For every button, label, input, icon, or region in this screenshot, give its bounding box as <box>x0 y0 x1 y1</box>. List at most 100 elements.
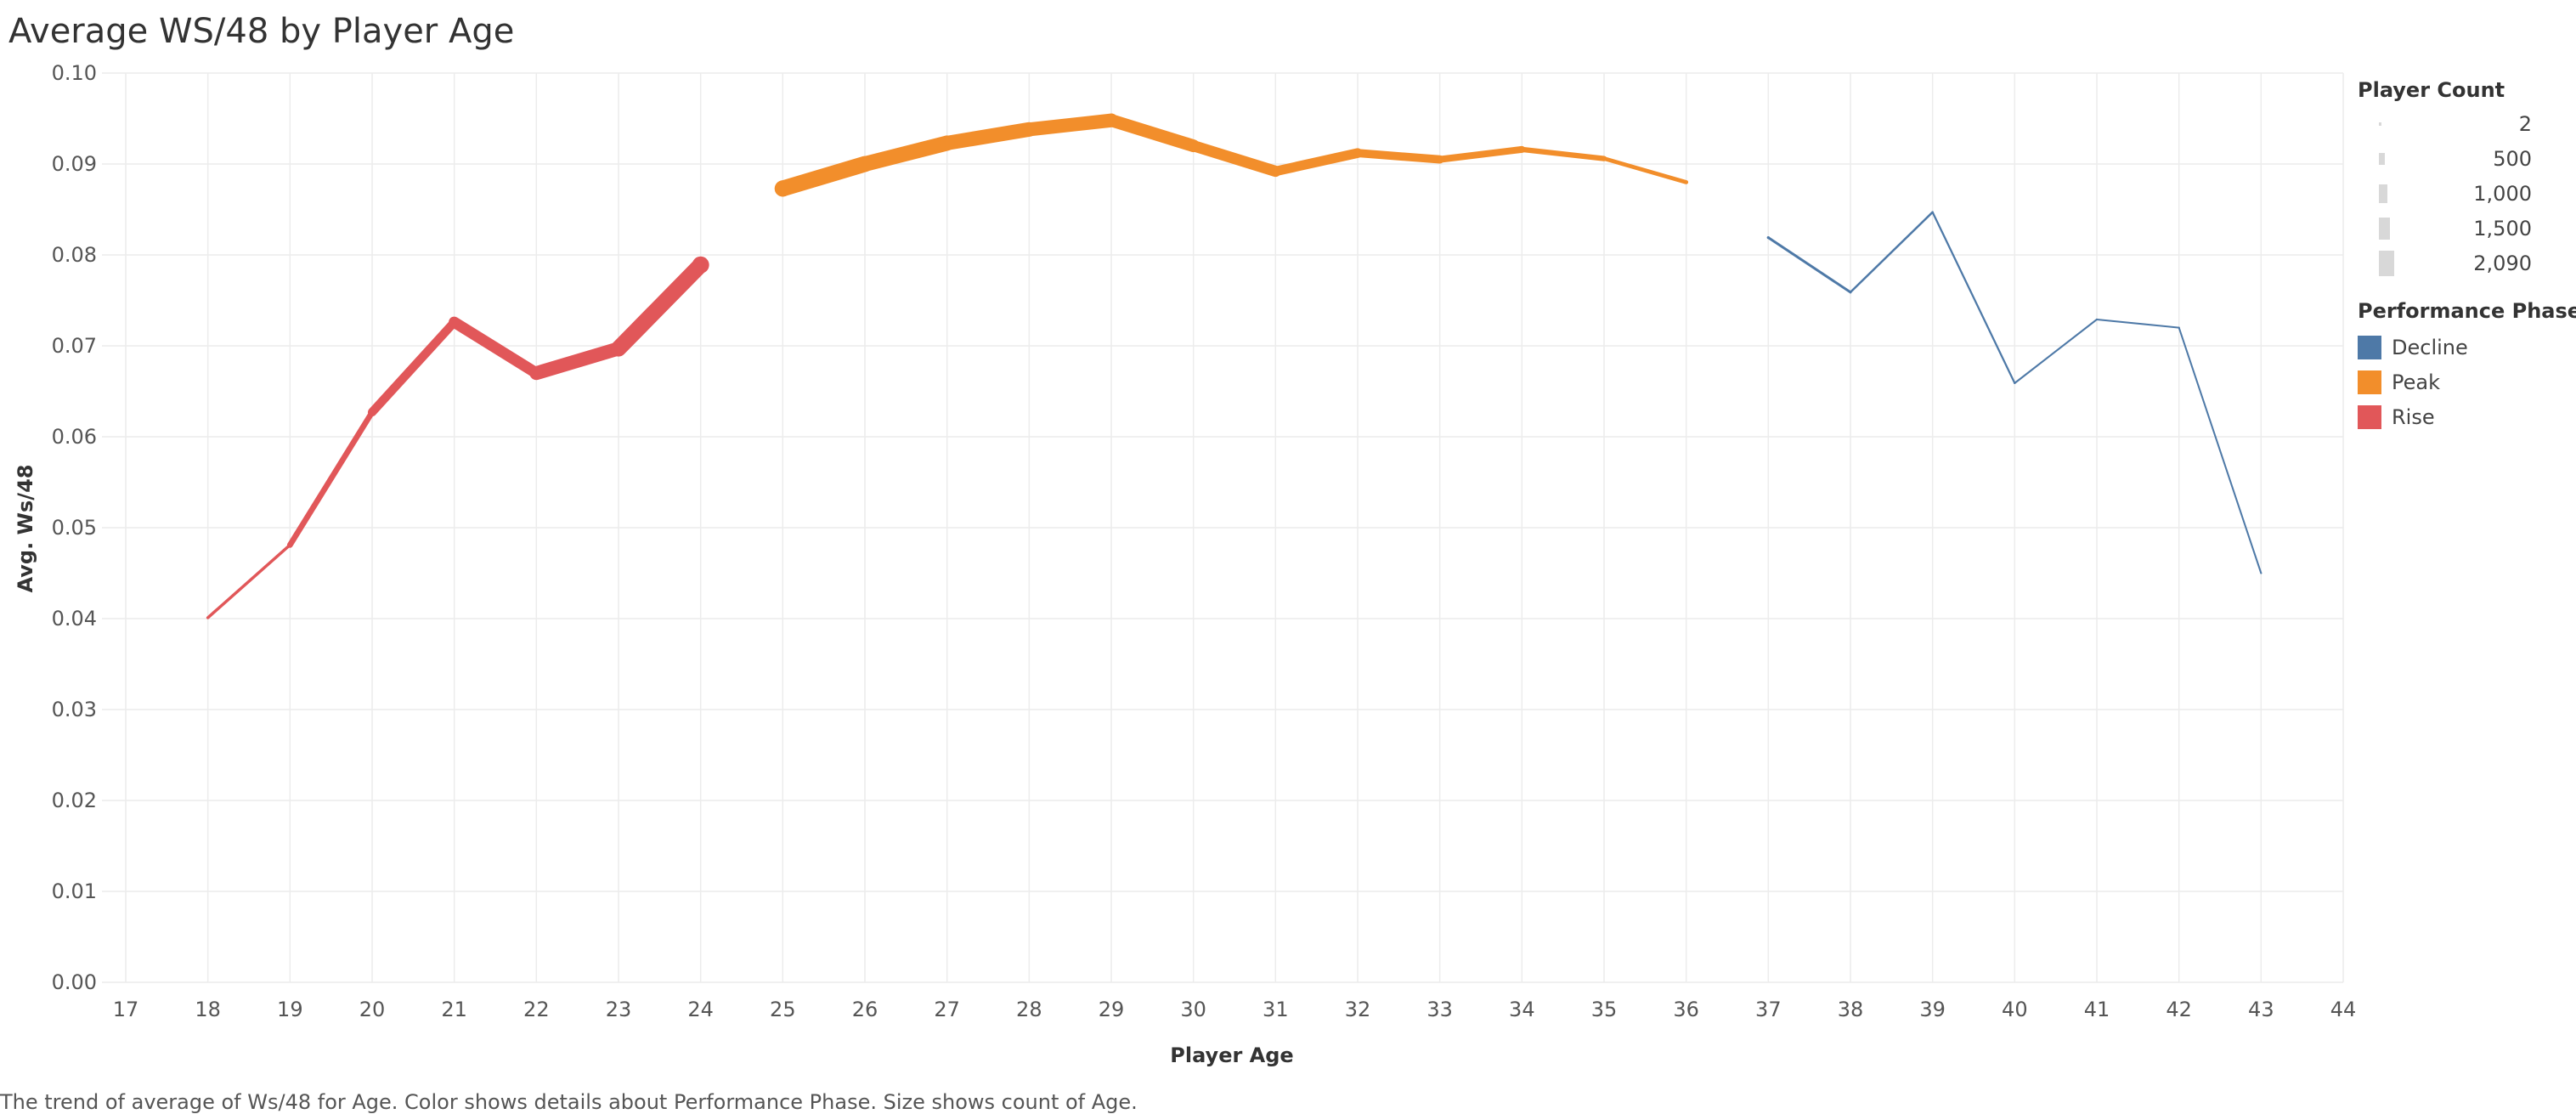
x-tick-label: 32 <box>1345 998 1371 1021</box>
size-legend-swatch <box>2379 184 2387 203</box>
color-legend-swatch <box>2358 370 2381 394</box>
line-segment <box>1519 146 1607 161</box>
x-tick-label: 20 <box>359 998 386 1021</box>
y-tick-label: 0.08 <box>52 243 97 267</box>
size-legend-item: 2,090 <box>2358 246 2532 281</box>
x-axis-label: Player Age <box>1170 1043 1293 1067</box>
data-point[interactable] <box>368 408 376 416</box>
x-tick-label: 24 <box>687 998 714 1021</box>
size-legend-item: 500 <box>2358 142 2532 177</box>
data-point[interactable] <box>774 180 791 197</box>
color-legend-swatch <box>2358 335 2381 359</box>
data-point[interactable] <box>611 341 626 356</box>
line-segment <box>2178 326 2262 574</box>
axes: 0.00 0.01 0.02 0.03 0.04 0.05 0.06 0.07 0.08 0.09… <box>52 61 2357 1021</box>
x-tick-label: 41 <box>2084 998 2110 1021</box>
series-rise <box>206 256 709 619</box>
y-tick-label: 0.06 <box>52 425 97 449</box>
line-segment <box>1602 156 1689 184</box>
x-tick-label: 33 <box>1426 998 1453 1021</box>
x-tick-label: 34 <box>1509 998 1535 1021</box>
size-legend-title: Player Count <box>2358 78 2505 102</box>
line-segment <box>449 316 542 379</box>
size-legend-label: 1,500 <box>2473 217 2532 240</box>
line-segment <box>529 342 626 381</box>
data-point[interactable] <box>1353 148 1363 158</box>
color-legend-title: Performance Phase <box>2358 299 2576 323</box>
data-point[interactable] <box>1270 166 1281 177</box>
data-point[interactable] <box>1187 139 1200 152</box>
line-segment <box>610 257 709 357</box>
y-tick-label: 0.10 <box>52 61 97 85</box>
line-segment <box>940 122 1037 150</box>
size-legend-item: 1,000 <box>2358 177 2532 212</box>
data-point[interactable] <box>288 543 292 547</box>
data-point[interactable] <box>1931 211 1934 213</box>
series-peak <box>774 113 1689 197</box>
data-point[interactable] <box>939 135 955 151</box>
data-point[interactable] <box>449 317 460 327</box>
x-tick-label: 36 <box>1673 998 1699 1021</box>
data-point[interactable] <box>1849 291 1852 294</box>
data-point[interactable] <box>2260 572 2262 574</box>
color-legend-swatch <box>2358 404 2381 429</box>
data-point[interactable] <box>1602 156 1607 161</box>
size-legend-label: 1,000 <box>2473 182 2532 206</box>
line-segment <box>1766 236 1852 294</box>
data-point[interactable] <box>1104 113 1118 127</box>
line-segment <box>206 543 292 619</box>
x-tick-label: 38 <box>1838 998 1864 1021</box>
color-legend-item-rise[interactable]: Rise <box>2358 399 2576 434</box>
gridlines <box>102 72 2344 983</box>
x-tick-label: 19 <box>277 998 303 1021</box>
chart-caption: The trend of average of Ws/48 for Age. C… <box>0 1090 1138 1114</box>
line-segment <box>857 135 955 172</box>
size-legend-label: 500 <box>2493 147 2532 171</box>
data-point[interactable] <box>692 256 709 274</box>
data-point[interactable] <box>1436 156 1444 164</box>
x-tick-label: 40 <box>2002 998 2028 1021</box>
size-legend-label: 2,090 <box>2473 252 2532 275</box>
size-legend-item: 2 <box>2358 107 2532 142</box>
data-point[interactable] <box>1766 236 1770 240</box>
size-legend-swatch <box>2379 153 2385 165</box>
data-point[interactable] <box>856 156 873 172</box>
line-segment <box>1022 113 1119 137</box>
x-tick-label: 18 <box>195 998 221 1021</box>
data-point[interactable] <box>2095 318 2099 321</box>
x-tick-label: 37 <box>1755 998 1782 1021</box>
y-tick-label: 0.05 <box>52 516 97 540</box>
size-legend-swatch <box>2379 251 2394 276</box>
line-segment <box>1353 149 1444 164</box>
data-point[interactable] <box>2178 326 2180 329</box>
color-legend-item-decline[interactable]: Decline <box>2358 330 2576 365</box>
data-point[interactable] <box>529 366 543 380</box>
y-tick-label: 0.00 <box>52 970 97 994</box>
x-tick-label: 31 <box>1263 998 1289 1021</box>
data-point[interactable] <box>206 616 209 619</box>
y-tick-label: 0.01 <box>52 879 97 903</box>
x-tick-label: 44 <box>2330 998 2357 1021</box>
x-tick-label: 17 <box>113 998 139 1021</box>
line-segment <box>1849 211 1934 294</box>
color-legend-label: Rise <box>2392 404 2435 429</box>
x-tick-label: 26 <box>852 998 878 1021</box>
size-legend-item: 1,500 <box>2358 212 2532 246</box>
x-tick-label: 21 <box>441 998 467 1021</box>
line-segment <box>367 318 459 417</box>
data-point[interactable] <box>1022 122 1037 137</box>
x-tick-label: 22 <box>523 998 550 1021</box>
y-tick-label: 0.04 <box>52 607 97 631</box>
color-legend-item-peak[interactable]: Peak <box>2358 365 2576 399</box>
series-decline <box>1766 211 2262 574</box>
line-segment <box>2095 318 2180 329</box>
data-point[interactable] <box>1684 180 1688 184</box>
x-tick-label: 43 <box>2248 998 2274 1021</box>
x-tick-label: 27 <box>934 998 960 1021</box>
data-point[interactable] <box>2014 382 2016 384</box>
line-segment <box>1436 145 1526 163</box>
line-segment <box>774 156 873 197</box>
chart-title: Average WS/48 by Player Age <box>8 12 515 51</box>
data-point[interactable] <box>1518 146 1525 153</box>
x-tick-label: 35 <box>1591 998 1618 1021</box>
